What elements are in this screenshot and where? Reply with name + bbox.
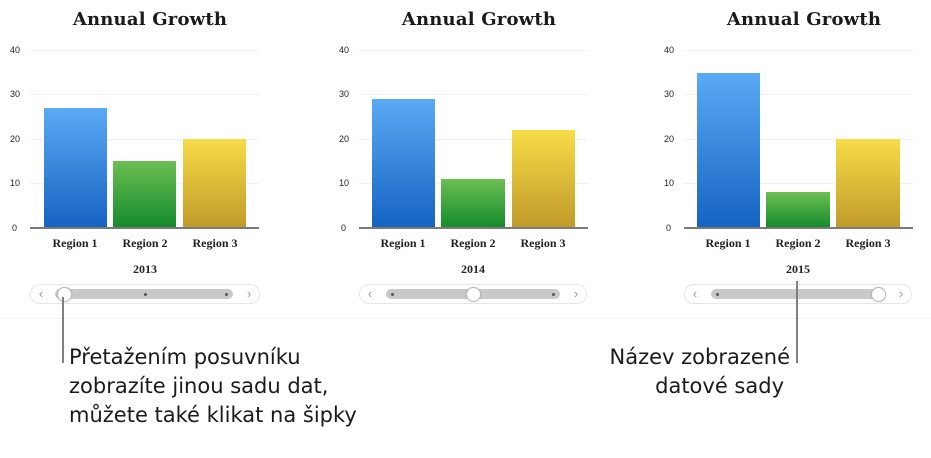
slider-stop-dot xyxy=(716,292,719,296)
y-tick: 40 xyxy=(10,45,21,55)
gridline xyxy=(30,94,259,95)
bar-region-2[interactable] xyxy=(766,192,830,228)
gridline xyxy=(684,94,913,95)
bar-region-3[interactable] xyxy=(183,139,246,228)
bar-region-1[interactable] xyxy=(372,99,435,228)
y-tick: 30 xyxy=(10,89,21,99)
chart-2013: Annual Growth 40 30 20 10 0 Region 1 Reg… xyxy=(0,0,300,310)
bar-region-1[interactable] xyxy=(44,108,107,228)
slider-track[interactable] xyxy=(711,287,886,302)
chart-2014: Annual Growth 40 30 20 10 0 Region 1 Reg… xyxy=(329,0,629,310)
previous-dataset-arrow-icon[interactable]: ‹ xyxy=(692,286,698,301)
x-axis xyxy=(684,227,913,229)
dataset-slider[interactable]: ‹ › xyxy=(684,284,912,304)
slider-stop-dot xyxy=(225,292,228,296)
x-label: Region 2 xyxy=(450,236,496,250)
y-tick: 30 xyxy=(339,89,350,99)
y-tick: 20 xyxy=(339,134,350,144)
slider-stop-dot xyxy=(144,292,147,296)
chart-2015: Annual Growth 40 30 20 10 0 Region 1 Reg… xyxy=(654,0,931,310)
bar-region-2[interactable] xyxy=(113,161,176,228)
x-label: Region 1 xyxy=(705,236,751,250)
y-tick: 40 xyxy=(664,45,675,55)
x-label: Region 2 xyxy=(775,236,821,250)
x-axis xyxy=(359,227,588,229)
y-tick: 10 xyxy=(664,178,675,188)
y-tick: 10 xyxy=(10,178,21,188)
y-tick: 20 xyxy=(10,134,21,144)
bar-region-3[interactable] xyxy=(836,139,900,228)
dataset-slider[interactable]: ‹ › xyxy=(359,284,587,304)
gridline xyxy=(684,139,913,140)
x-label: Region 3 xyxy=(520,236,566,250)
y-tick: 30 xyxy=(664,89,675,99)
bar-region-2[interactable] xyxy=(441,179,505,228)
gridline xyxy=(359,94,588,95)
slider-stop-dot xyxy=(552,292,555,296)
previous-dataset-arrow-icon[interactable]: ‹ xyxy=(367,286,373,301)
y-tick: 40 xyxy=(339,45,350,55)
slider-knob[interactable] xyxy=(466,287,481,302)
dataset-name: 2013 xyxy=(133,262,157,276)
next-dataset-arrow-icon[interactable]: › xyxy=(898,286,904,301)
chart-title: Annual Growth xyxy=(726,9,882,30)
slider-knob[interactable] xyxy=(57,287,72,302)
x-label: Region 3 xyxy=(192,236,238,250)
y-tick: 0 xyxy=(341,223,347,233)
x-axis xyxy=(30,227,259,229)
callout-slider-text: Přetažením posuvníku zobrazíte jinou sad… xyxy=(69,345,357,427)
callout-line-slider xyxy=(62,297,64,363)
bar-region-1[interactable] xyxy=(697,73,760,228)
next-dataset-arrow-icon[interactable]: › xyxy=(573,286,579,301)
chart-title: Annual Growth xyxy=(401,9,557,30)
separator xyxy=(0,318,931,319)
callout-dataset-name-line1: Název zobrazené xyxy=(609,345,791,369)
y-tick: 0 xyxy=(12,223,18,233)
gridline xyxy=(359,139,588,140)
slider-knob[interactable] xyxy=(871,287,886,302)
y-tick: 0 xyxy=(666,223,672,233)
callout-line-dataset-name xyxy=(796,281,798,363)
y-tick: 20 xyxy=(664,134,675,144)
previous-dataset-arrow-icon[interactable]: ‹ xyxy=(38,286,44,301)
slider-stop-dot xyxy=(391,292,394,296)
gridline xyxy=(684,50,913,51)
x-label: Region 1 xyxy=(52,236,98,250)
x-label: Region 3 xyxy=(845,236,891,250)
x-label: Region 2 xyxy=(122,236,168,250)
next-dataset-arrow-icon[interactable]: › xyxy=(246,286,252,301)
dataset-name: 2014 xyxy=(461,262,485,276)
x-label: Region 1 xyxy=(380,236,426,250)
chart-title: Annual Growth xyxy=(72,9,228,30)
gridline xyxy=(359,50,588,51)
callout-dataset-name-line2: datové sady xyxy=(655,374,784,398)
gridline xyxy=(30,50,259,51)
dataset-slider[interactable]: ‹ › xyxy=(30,284,260,304)
y-tick: 10 xyxy=(339,178,350,188)
gridline xyxy=(30,139,259,140)
gridline xyxy=(684,183,913,184)
dataset-name: 2015 xyxy=(786,262,810,276)
slider-track[interactable] xyxy=(55,287,233,302)
bar-region-3[interactable] xyxy=(512,130,575,228)
slider-track[interactable] xyxy=(386,287,560,302)
